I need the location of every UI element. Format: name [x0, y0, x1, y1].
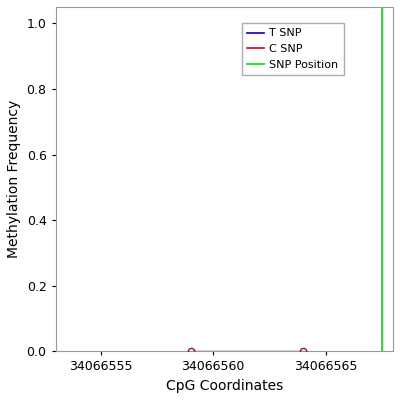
X-axis label: CpG Coordinates: CpG Coordinates: [166, 379, 283, 393]
Legend: T SNP, C SNP, SNP Position: T SNP, C SNP, SNP Position: [242, 23, 344, 75]
Y-axis label: Methylation Frequency: Methylation Frequency: [7, 100, 21, 258]
